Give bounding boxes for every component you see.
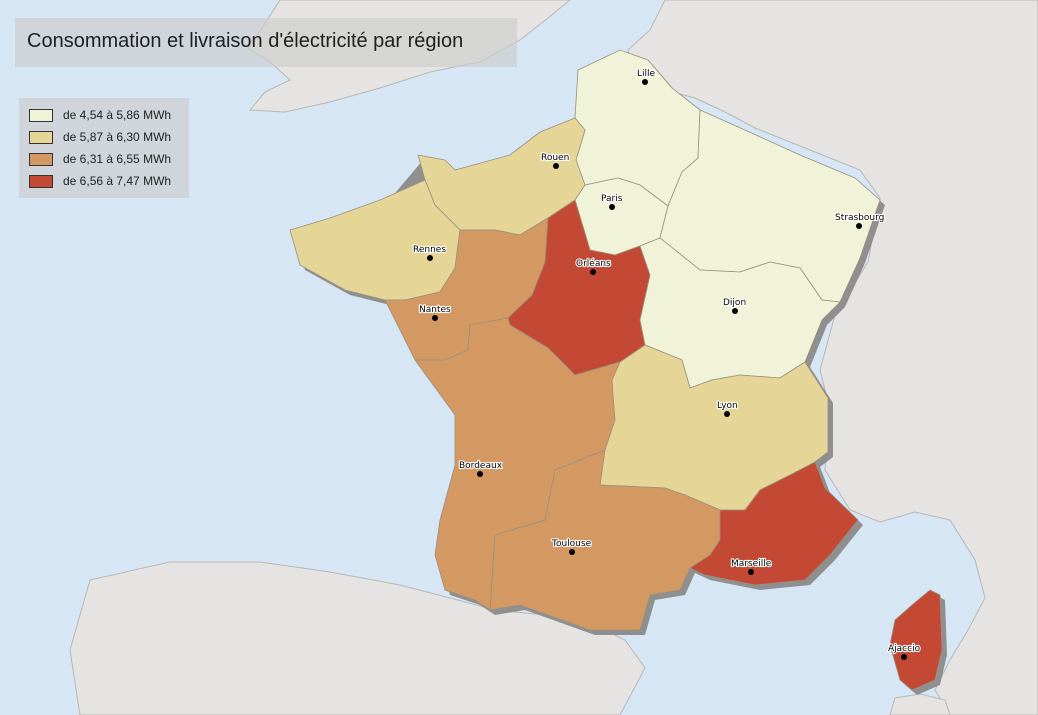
city-label-strasbourg: Strasbourg (835, 213, 884, 223)
legend-label: de 6,31 à 6,55 MWh (63, 152, 172, 166)
legend-swatch (29, 174, 53, 188)
city-bordeaux[interactable]: Bordeaux (458, 460, 504, 477)
legend-panel: de 4,54 à 5,86 MWh de 5,87 à 6,30 MWh de… (19, 98, 189, 198)
legend-item[interactable]: de 5,87 à 6,30 MWh (29, 126, 189, 148)
legend-swatch (29, 108, 53, 122)
legend-item[interactable]: de 6,56 à 7,47 MWh (29, 170, 189, 192)
region-paca[interactable] (689, 461, 859, 586)
city-label-dijon: Dijon (723, 298, 746, 308)
city-label-toulouse: Toulouse (551, 539, 592, 549)
map-title-panel: Consommation et livraison d'électricité … (15, 18, 517, 67)
region-corse[interactable] (889, 589, 943, 691)
city-dijon[interactable]: Dijon (722, 297, 747, 314)
city-label-nantes: Nantes (419, 305, 451, 315)
city-label-rennes: Rennes (413, 245, 446, 255)
legend-label: de 5,87 à 6,30 MWh (63, 130, 172, 144)
legend-item[interactable]: de 4,54 à 5,86 MWh (29, 104, 189, 126)
city-lille[interactable]: Lille (636, 68, 657, 85)
legend-swatch (29, 130, 53, 144)
legend-label: de 6,56 à 7,47 MWh (63, 174, 172, 188)
city-label-rouen: Rouen (541, 153, 569, 163)
city-toulouse[interactable]: Toulouse (550, 538, 593, 555)
city-rouen[interactable]: Rouen (540, 152, 570, 169)
city-label-orleans: Orléans (576, 258, 611, 269)
city-ajaccio[interactable]: Ajaccio (887, 643, 922, 660)
city-label-lille: Lille (637, 69, 656, 79)
city-orleans[interactable]: Orléans (575, 257, 612, 275)
city-paris[interactable]: Paris (600, 193, 624, 210)
continent-east-land (627, 0, 1038, 715)
legend-swatch (29, 152, 53, 166)
city-marseille[interactable]: Marseille (730, 558, 773, 575)
city-label-ajaccio: Ajaccio (888, 644, 921, 654)
map-title: Consommation et livraison d'électricité … (27, 30, 464, 52)
city-lyon[interactable]: Lyon (716, 400, 739, 417)
city-label-marseille: Marseille (731, 559, 772, 569)
city-nantes[interactable]: Nantes (418, 304, 452, 321)
cities: Lille Rouen Paris Strasbourg Rennes Orlé… (412, 68, 922, 660)
city-label-lyon: Lyon (717, 401, 738, 411)
legend-item[interactable]: de 6,31 à 6,55 MWh (29, 148, 189, 170)
city-label-paris: Paris (601, 194, 623, 204)
city-strasbourg[interactable]: Strasbourg (834, 212, 885, 229)
legend-label: de 4,54 à 5,86 MWh (63, 108, 172, 122)
city-rennes[interactable]: Rennes (412, 244, 447, 261)
regions (289, 49, 943, 691)
city-label-bordeaux: Bordeaux (459, 461, 503, 471)
sardinia-land (889, 693, 951, 715)
